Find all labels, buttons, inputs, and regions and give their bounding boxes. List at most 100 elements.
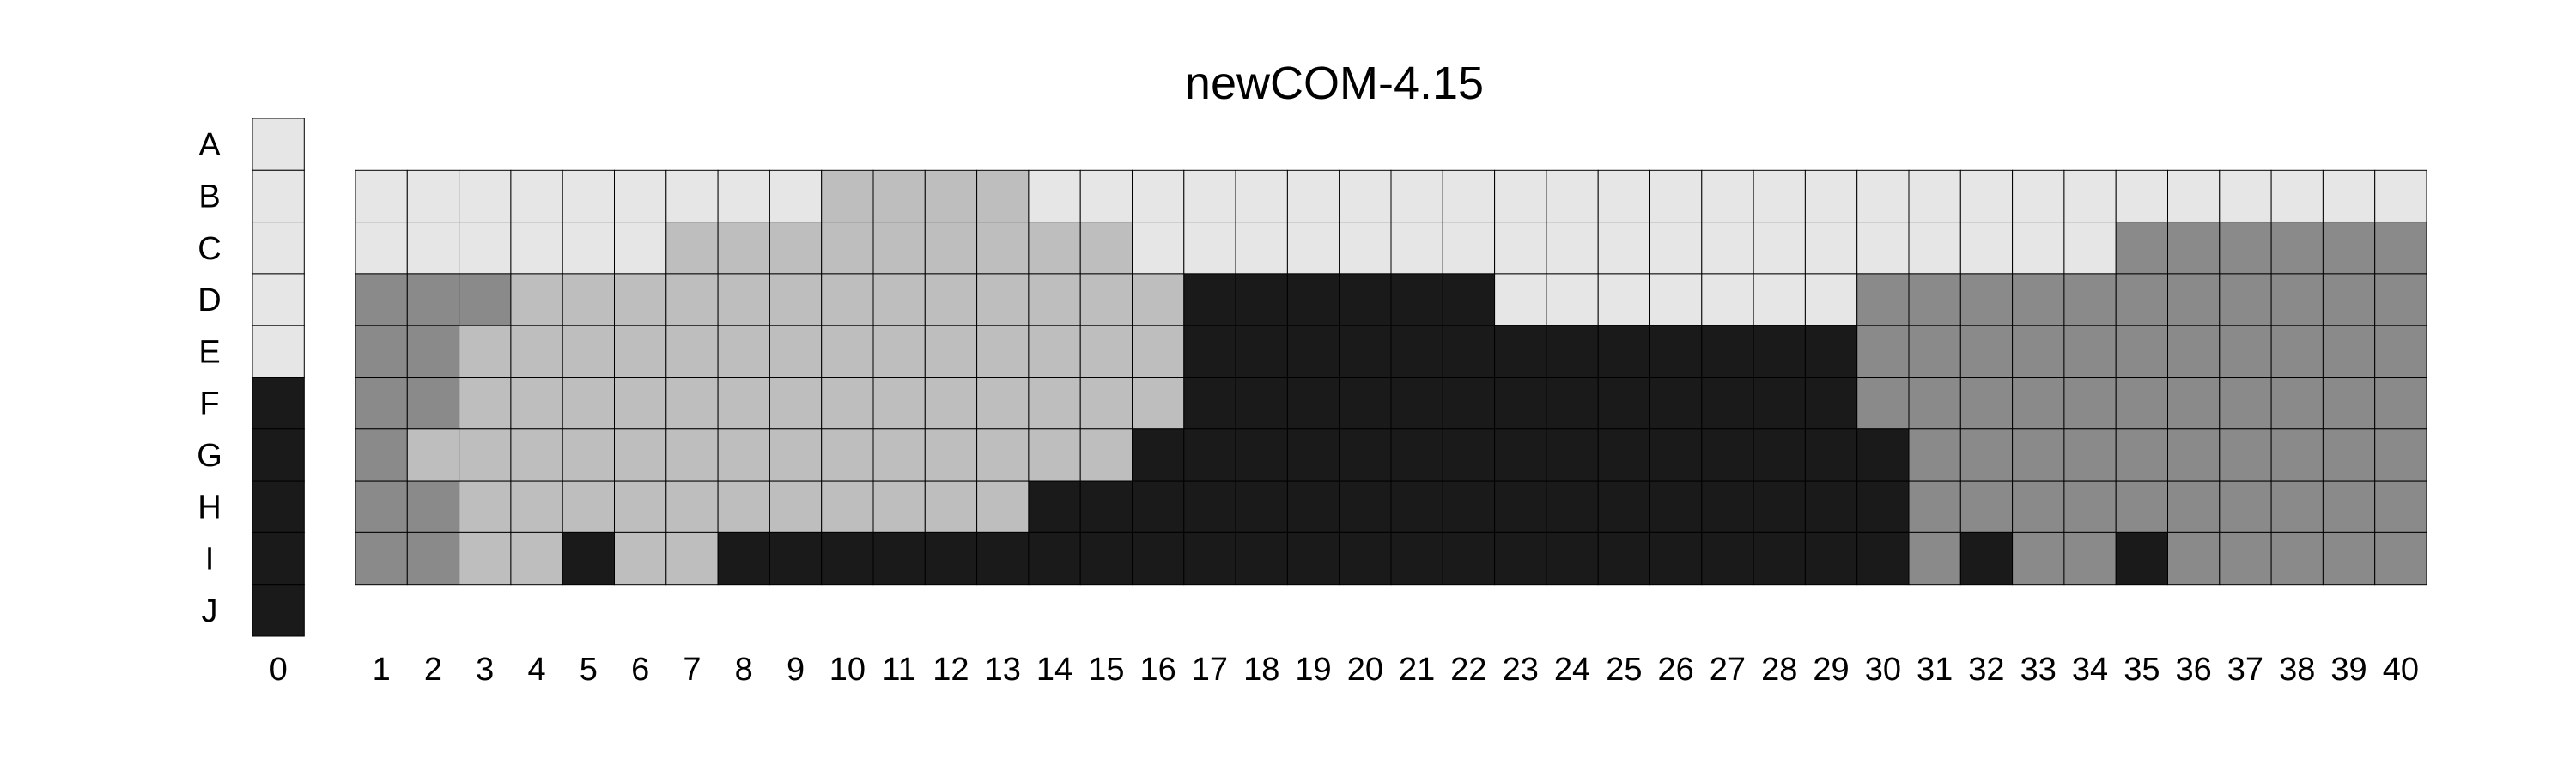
column-label-39: 39	[2330, 652, 2366, 688]
heatmap-cell-D-39	[2322, 273, 2376, 326]
heatmap-cell-col0-I	[252, 531, 305, 586]
heatmap-cell-C-24	[1546, 222, 1599, 275]
column-label-1: 1	[373, 652, 391, 688]
heatmap-cell-G-14	[1028, 428, 1081, 482]
heatmap-cell-C-10	[821, 222, 874, 275]
column-label-12: 12	[933, 652, 969, 688]
heatmap-cell-D-17	[1183, 273, 1236, 326]
column-label-22: 22	[1450, 652, 1486, 688]
heatmap-cell-G-3	[459, 428, 512, 482]
heatmap-cell-G-12	[924, 428, 978, 482]
heatmap-cell-H-12	[924, 480, 978, 533]
heatmap-cell-H-5	[562, 480, 616, 533]
heatmap-cell-F-31	[1908, 377, 1961, 430]
heatmap-cell-E-13	[976, 325, 1030, 379]
heatmap-cell-C-30	[1856, 222, 1910, 275]
heatmap-cell-B-37	[2219, 169, 2272, 223]
heatmap-cell-col0-C	[252, 222, 305, 275]
heatmap-cell-D-5	[562, 273, 616, 326]
heatmap-cell-F-13	[976, 377, 1030, 430]
heatmap-cell-I-19	[1286, 531, 1340, 586]
heatmap-cell-D-20	[1339, 273, 1392, 326]
heatmap-cell-D-28	[1753, 273, 1806, 326]
row-label-B: B	[198, 179, 220, 215]
heatmap-cell-D-29	[1804, 273, 1858, 326]
heatmap-cell-B-28	[1753, 169, 1806, 223]
heatmap-cell-D-26	[1649, 273, 1703, 326]
heatmap-cell-B-22	[1442, 169, 1496, 223]
heatmap-cell-G-37	[2219, 428, 2272, 482]
heatmap-cell-H-27	[1701, 480, 1754, 533]
heatmap-cell-F-39	[2322, 377, 2376, 430]
heatmap-cell-C-7	[665, 222, 719, 275]
heatmap-cell-D-9	[769, 273, 823, 326]
heatmap-cell-C-2	[406, 222, 460, 275]
heatmap-cell-I-17	[1183, 531, 1236, 586]
column-label-26: 26	[1658, 652, 1694, 688]
heatmap-cell-G-31	[1908, 428, 1961, 482]
heatmap-cell-D-31	[1908, 273, 1961, 326]
heatmap-cell-F-29	[1804, 377, 1858, 430]
heatmap-cell-D-38	[2270, 273, 2324, 326]
heatmap-cell-E-17	[1183, 325, 1236, 379]
heatmap-cell-C-14	[1028, 222, 1081, 275]
heatmap-cell-G-16	[1132, 428, 1185, 482]
heatmap-cell-F-23	[1494, 377, 1547, 430]
column-label-24: 24	[1554, 652, 1590, 688]
heatmap-cell-C-9	[769, 222, 823, 275]
heatmap-cell-C-31	[1908, 222, 1961, 275]
heatmap-cell-I-24	[1546, 531, 1599, 586]
heatmap-cell-E-9	[769, 325, 823, 379]
heatmap-cell-I-11	[872, 531, 926, 586]
row-label-J: J	[202, 593, 218, 629]
heatmap-cell-I-13	[976, 531, 1030, 586]
heatmap-cell-F-35	[2115, 377, 2168, 430]
heatmap-cell-E-35	[2115, 325, 2168, 379]
heatmap-cell-G-30	[1856, 428, 1910, 482]
heatmap-cell-I-37	[2219, 531, 2272, 586]
heatmap-cell-C-18	[1235, 222, 1288, 275]
heatmap-cell-D-10	[821, 273, 874, 326]
heatmap-cell-F-32	[1959, 377, 2014, 430]
heatmap-cell-D-21	[1390, 273, 1443, 326]
heatmap-cell-F-5	[562, 377, 616, 430]
heatmap-cell-G-8	[717, 428, 770, 482]
heatmap-cell-B-8	[717, 169, 770, 223]
heatmap-cell-F-6	[614, 377, 667, 430]
heatmap-cell-F-16	[1132, 377, 1185, 430]
heatmap-cell-G-40	[2374, 428, 2427, 482]
column-label-28: 28	[1761, 652, 1797, 688]
heatmap-cell-E-21	[1390, 325, 1443, 379]
heatmap-cell-H-31	[1908, 480, 1961, 533]
heatmap-cell-D-27	[1701, 273, 1754, 326]
column-label-18: 18	[1243, 652, 1279, 688]
chart-title: newCOM-4.15	[1185, 58, 1484, 109]
heatmap-cell-F-40	[2374, 377, 2427, 430]
heatmap-cell-D-15	[1079, 273, 1133, 326]
heatmap-cell-G-21	[1390, 428, 1443, 482]
heatmap-cell-F-20	[1339, 377, 1392, 430]
heatmap-cell-E-3	[459, 325, 512, 379]
heatmap-cell-F-14	[1028, 377, 1081, 430]
column-label-11: 11	[882, 652, 915, 688]
heatmap-cell-C-26	[1649, 222, 1703, 275]
heatmap-cell-G-25	[1597, 428, 1650, 482]
heatmap-cell-B-10	[821, 169, 874, 223]
column-label-3: 3	[476, 652, 494, 688]
heatmap-cell-I-31	[1908, 531, 1961, 586]
heatmap-cell-G-2	[406, 428, 460, 482]
heatmap-cell-G-1	[355, 428, 408, 482]
heatmap-cell-B-9	[769, 169, 823, 223]
column-label-0: 0	[270, 652, 288, 688]
heatmap-cell-I-22	[1442, 531, 1496, 586]
heatmap-cell-D-30	[1856, 273, 1910, 326]
heatmap-cell-H-14	[1028, 480, 1081, 533]
heatmap-cell-E-15	[1079, 325, 1133, 379]
heatmap-cell-G-34	[2063, 428, 2117, 482]
heatmap-cell-B-35	[2115, 169, 2168, 223]
column-label-8: 8	[735, 652, 753, 688]
heatmap-cell-C-11	[872, 222, 926, 275]
heatmap-cell-H-7	[665, 480, 719, 533]
heatmap-cell-I-10	[821, 531, 874, 586]
